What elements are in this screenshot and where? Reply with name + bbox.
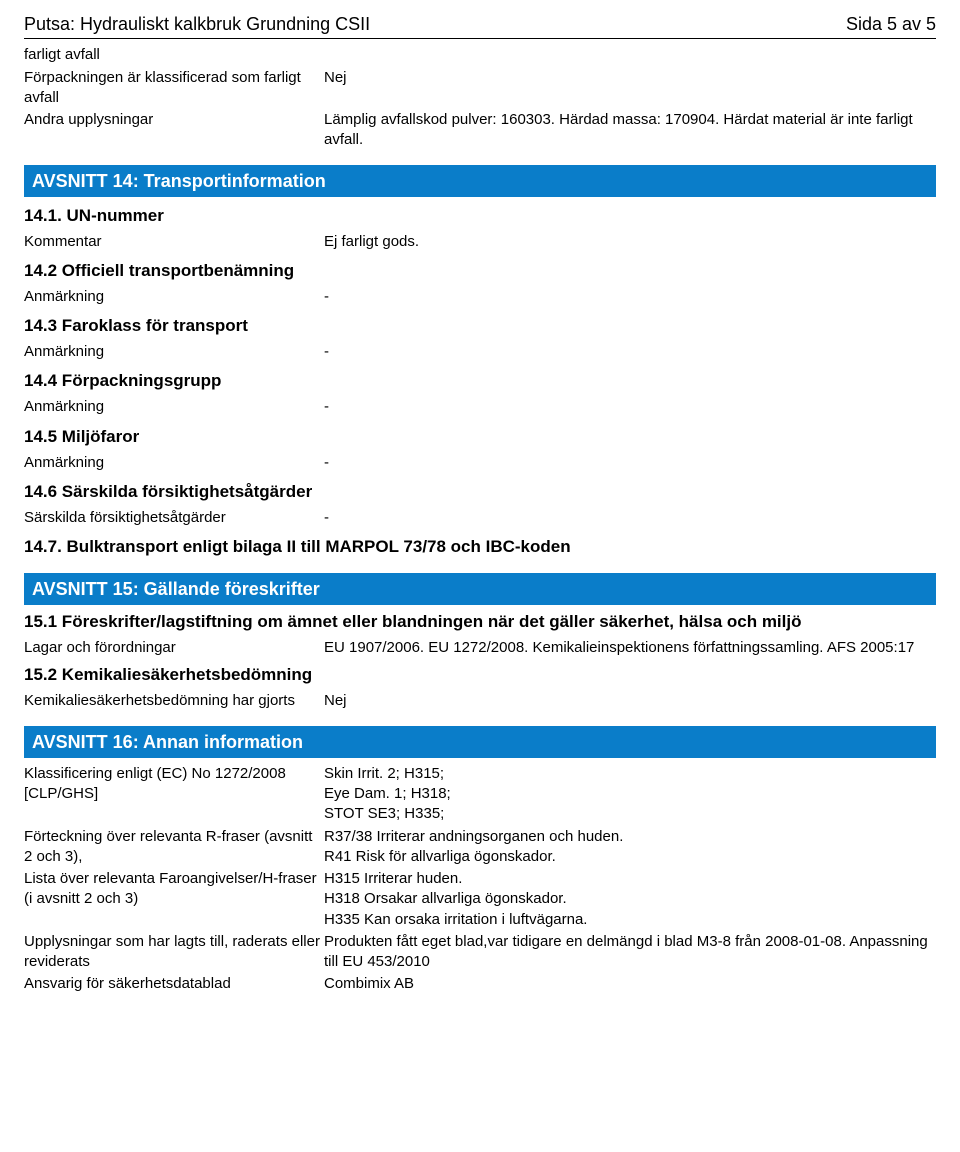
s15-1-head: 15.1 Föreskrifter/lagstiftning om ämnet … xyxy=(24,611,936,634)
s14-3-value: - xyxy=(324,342,936,362)
s14-2-head: 14.2 Officiell transportbenämning xyxy=(24,260,936,283)
intro-line0: farligt avfall xyxy=(24,45,324,65)
s16-r1-value: Skin Irrit. 2; H315; Eye Dam. 1; H318; S… xyxy=(324,764,936,825)
s14-6-label: Särskilda försiktighetsåtgärder xyxy=(24,508,324,528)
s16-r5-value: Combimix AB xyxy=(324,974,936,994)
s14-4-head: 14.4 Förpackningsgrupp xyxy=(24,370,936,393)
s14-3-head: 14.3 Faroklass för transport xyxy=(24,315,936,338)
s14-4-value: - xyxy=(324,397,936,417)
s16-r2-label: Förteckning över relevanta R-fraser (avs… xyxy=(24,827,324,868)
s14-5-value: - xyxy=(324,453,936,473)
s14-7-head: 14.7. Bulktransport enligt bilaga II til… xyxy=(24,536,936,559)
s14-6-head: 14.6 Särskilda försiktighetsåtgärder xyxy=(24,481,936,504)
s15-1-label: Lagar och förordningar xyxy=(24,638,324,658)
s14-2-value: - xyxy=(324,287,936,307)
s14-1-label: Kommentar xyxy=(24,232,324,252)
header-title: Putsa: Hydrauliskt kalkbruk Grundning CS… xyxy=(24,12,370,36)
s14-6-value: - xyxy=(324,508,936,528)
intro-pack-value: Nej xyxy=(324,68,936,109)
s14-5-head: 14.5 Miljöfaror xyxy=(24,426,936,449)
section16-title: AVSNITT 16: Annan information xyxy=(24,726,936,758)
intro-other-label: Andra upplysningar xyxy=(24,110,324,151)
section15-title: AVSNITT 15: Gällande föreskrifter xyxy=(24,573,936,605)
s14-1-head: 14.1. UN-nummer xyxy=(24,205,936,228)
s14-2-label: Anmärkning xyxy=(24,287,324,307)
s14-1-value: Ej farligt gods. xyxy=(324,232,936,252)
s15-1-value: EU 1907/2006. EU 1272/2008. Kemikalieins… xyxy=(324,638,936,658)
s16-r5-label: Ansvarig för säkerhetsdatablad xyxy=(24,974,324,994)
s16-r1-label: Klassificering enligt (EC) No 1272/2008 … xyxy=(24,764,324,825)
page-header: Putsa: Hydrauliskt kalkbruk Grundning CS… xyxy=(24,12,936,39)
s16-r3-value: H315 Irriterar huden. H318 Orsakar allva… xyxy=(324,869,936,930)
s14-5-label: Anmärkning xyxy=(24,453,324,473)
s16-r2-value: R37/38 Irriterar andningsorganen och hud… xyxy=(324,827,936,868)
header-page: Sida 5 av 5 xyxy=(846,12,936,36)
section14-title: AVSNITT 14: Transportinformation xyxy=(24,165,936,197)
intro-pack-label: Förpackningen är klassificerad som farli… xyxy=(24,68,324,109)
intro-block: farligt avfall Förpackningen är klassifi… xyxy=(24,45,936,150)
s16-r3-label: Lista över relevanta Faroangivelser/H-fr… xyxy=(24,869,324,930)
s14-4-label: Anmärkning xyxy=(24,397,324,417)
s16-r4-label: Upplysningar som har lagts till, raderat… xyxy=(24,932,324,973)
s14-3-label: Anmärkning xyxy=(24,342,324,362)
s15-2-value: Nej xyxy=(324,691,936,711)
intro-other-value: Lämplig avfallskod pulver: 160303. Härda… xyxy=(324,110,936,151)
s16-r4-value: Produkten fått eget blad,var tidigare en… xyxy=(324,932,936,973)
s15-2-label: Kemikaliesäkerhetsbedömning har gjorts xyxy=(24,691,324,711)
s15-2-head: 15.2 Kemikaliesäkerhetsbedömning xyxy=(24,664,936,687)
